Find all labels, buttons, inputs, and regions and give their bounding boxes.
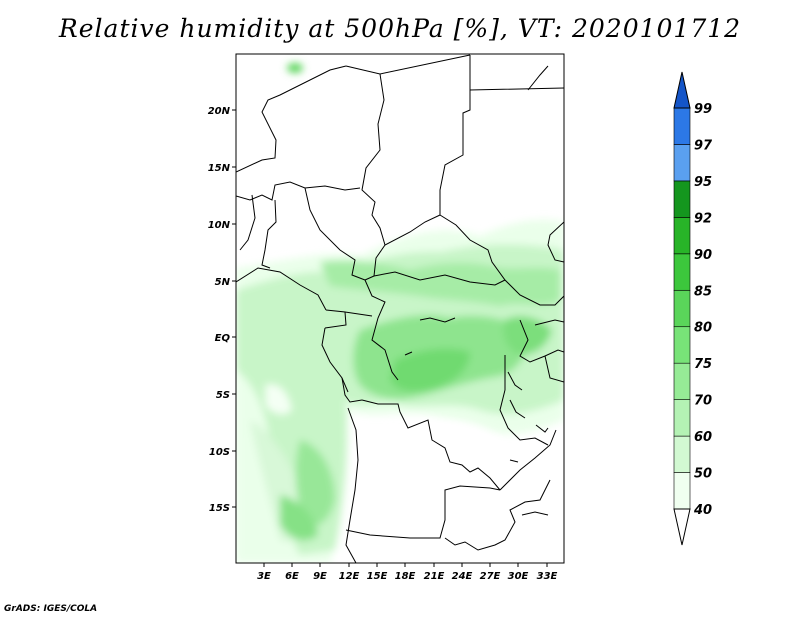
lon-label-24e: 24E [452, 571, 473, 582]
lon-label-27e: 27E [480, 571, 501, 582]
lat-label-5n: 5N [215, 277, 231, 288]
colorbar: 40 50 60 70 75 80 85 90 92 95 97 99 [673, 71, 713, 546]
colorbar-segment [673, 217, 691, 255]
colorbar-segment [673, 326, 691, 364]
colorbar-label: 80 [694, 321, 712, 336]
lat-label-10s: 10S [209, 447, 230, 458]
colorbar-segment [673, 253, 691, 291]
lat-label-10n: 10N [208, 220, 231, 231]
lon-label-6e: 6E [285, 571, 299, 582]
colorbar-label: 92 [694, 211, 712, 226]
lon-label-12e: 12E [339, 571, 360, 582]
lat-label-15n: 15N [208, 163, 231, 174]
colorbar-segment [673, 399, 691, 437]
colorbar-segment [673, 144, 691, 182]
colorbar-label: 85 [694, 284, 712, 299]
colorbar-label: 95 [694, 175, 712, 190]
lat-label-20n: 20N [208, 106, 231, 117]
colorbar-label: 90 [694, 248, 712, 263]
lat-label-15s: 15S [209, 503, 230, 514]
colorbar-label: 75 [694, 357, 712, 372]
colorbar-label: 70 [694, 394, 712, 409]
country-borders [236, 54, 564, 563]
grads-credit: GrADS: IGES/COLA [4, 604, 98, 614]
colorbar-segment [673, 289, 691, 328]
lon-label-30e: 30E [508, 571, 529, 582]
lon-label-15e: 15E [367, 571, 388, 582]
colorbar-label: 99 [694, 102, 712, 117]
humidity-field [236, 63, 564, 563]
colorbar-segment [673, 362, 691, 400]
lat-label-eq: EQ [215, 333, 231, 344]
lon-label-3e: 3E [257, 571, 271, 582]
lon-label-33e: 33E [537, 571, 558, 582]
colorbar-label: 60 [694, 430, 712, 445]
lon-label-18e: 18E [395, 571, 416, 582]
colorbar-segment [673, 472, 691, 510]
colorbar-labels: 40 50 60 70 75 80 85 90 92 95 97 99 [693, 102, 713, 518]
lat-label-5s: 5S [216, 390, 230, 401]
axis-ticks [232, 109, 548, 567]
latitude-labels: 20N 15N 10N 5N EQ 5S 10S 15S [208, 106, 231, 514]
colorbar-segments [673, 107, 691, 510]
colorbar-segment [673, 435, 691, 473]
longitude-labels: 3E 6E 9E 12E 15E 18E 21E 24E 27E 30E 33E [257, 571, 557, 582]
colorbar-bottom-arrow [673, 508, 691, 546]
colorbar-top-arrow [673, 71, 691, 109]
colorbar-label: 40 [693, 503, 712, 518]
colorbar-segment [673, 180, 691, 218]
lon-label-9e: 9E [313, 571, 327, 582]
lon-label-21e: 21E [424, 571, 445, 582]
map-title: Relative humidity at 500hPa [%], VT: 202… [58, 14, 742, 43]
map-frame [235, 53, 565, 564]
colorbar-label: 50 [694, 467, 712, 482]
colorbar-label: 97 [694, 138, 713, 153]
colorbar-segment [673, 107, 691, 145]
